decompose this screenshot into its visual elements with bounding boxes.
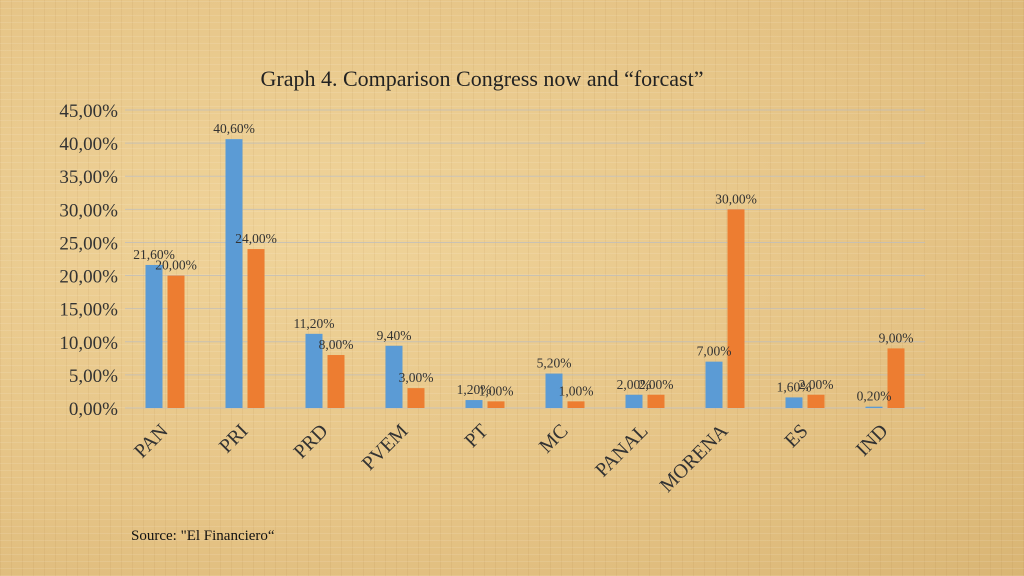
y-tick-label: 35,00%: [59, 167, 118, 188]
data-label: 11,20%: [293, 316, 334, 331]
bar-pvem-series-2: [407, 388, 425, 408]
bar-ind-series-2: [887, 348, 905, 408]
data-label: 2,00%: [639, 377, 674, 392]
source-note: Source: "El Financiero“: [131, 528, 275, 544]
data-label: 7,00%: [697, 344, 732, 359]
data-label: 1,20%: [457, 382, 492, 397]
bar-pan-series-1: [145, 264, 163, 408]
data-label: 8,00%: [319, 337, 354, 352]
y-axis-ticks: 0,00% 5,00% 10,00% 15,00% 20,00% 25,00% 30,00%…: [59, 101, 118, 420]
x-tick-label: PRI: [215, 420, 253, 458]
bar-es-series-2: [807, 394, 825, 408]
data-label: 2,00%: [799, 377, 834, 392]
y-tick-label: 45,00%: [59, 101, 118, 122]
x-tick-label: PANAL: [591, 420, 652, 481]
x-tick-label: MORENA: [656, 420, 733, 497]
data-label: 2,00%: [617, 377, 652, 392]
data-label: 3,00%: [399, 370, 434, 385]
data-label: 30,00%: [715, 191, 757, 206]
x-tick-label: PAN: [130, 420, 173, 463]
data-label: 1,00%: [559, 383, 594, 398]
data-label: 40,60%: [213, 121, 255, 136]
bar-morena-series-1: [705, 361, 723, 408]
x-tick-label: ES: [780, 420, 812, 452]
bar-mc-series-1: [545, 373, 563, 408]
x-tick-label: PRD: [289, 420, 332, 463]
bar-panal-series-1: [625, 394, 643, 408]
data-label: 21,60%: [133, 247, 175, 262]
x-tick-label: MC: [535, 420, 573, 458]
bar-morena-series-2: [727, 209, 745, 408]
bars: [145, 139, 905, 409]
bar-prd-series-1: [305, 333, 323, 408]
x-tick-label: IND: [852, 420, 893, 461]
y-tick-label: 5,00%: [69, 366, 118, 387]
y-tick-label: 20,00%: [59, 267, 118, 288]
bar-mc-series-2: [567, 401, 585, 408]
bar-es-series-1: [785, 397, 803, 408]
y-tick-label: 25,00%: [59, 233, 118, 254]
bar-pt-series-2: [487, 401, 505, 408]
y-tick-label: 30,00%: [59, 200, 118, 221]
bar-pan-series-2: [167, 275, 185, 408]
bar-pt-series-1: [465, 400, 483, 408]
data-label: 20,00%: [155, 258, 197, 273]
data-label: 1,00%: [479, 383, 514, 398]
y-tick-label: 10,00%: [59, 333, 118, 354]
bar-ind-series-1: [865, 406, 883, 408]
data-label: 9,00%: [879, 330, 914, 345]
bar-pvem-series-1: [385, 345, 403, 408]
data-labels: 21,60%20,00% 40,60% 24,00% 11,20% 8,00% 9,40%…: [133, 121, 913, 404]
data-label: 1,60%: [777, 379, 812, 394]
x-tick-label: PVEM: [358, 420, 413, 475]
data-label: 24,00%: [235, 231, 277, 246]
data-label: 9,40%: [377, 328, 412, 343]
data-label: 5,20%: [537, 356, 572, 371]
x-tick-label: PT: [460, 420, 492, 452]
y-tick-label: 15,00%: [59, 300, 118, 321]
x-axis-ticks: PAN PRI PRD PVEM PT MC PANAL MORENA ES IND: [130, 420, 893, 497]
chart-title: Graph 4. Comparison Congress now and “fo…: [261, 66, 704, 91]
y-tick-label: 40,00%: [59, 134, 118, 155]
bar-panal-series-2: [647, 394, 665, 408]
bar-pri-series-2: [247, 249, 265, 408]
gridlines: [125, 109, 925, 409]
bar-prd-series-2: [327, 355, 345, 408]
data-label: 0,20%: [857, 389, 892, 404]
bar-pri-series-1: [225, 139, 243, 409]
y-tick-label: 0,00%: [69, 399, 118, 420]
